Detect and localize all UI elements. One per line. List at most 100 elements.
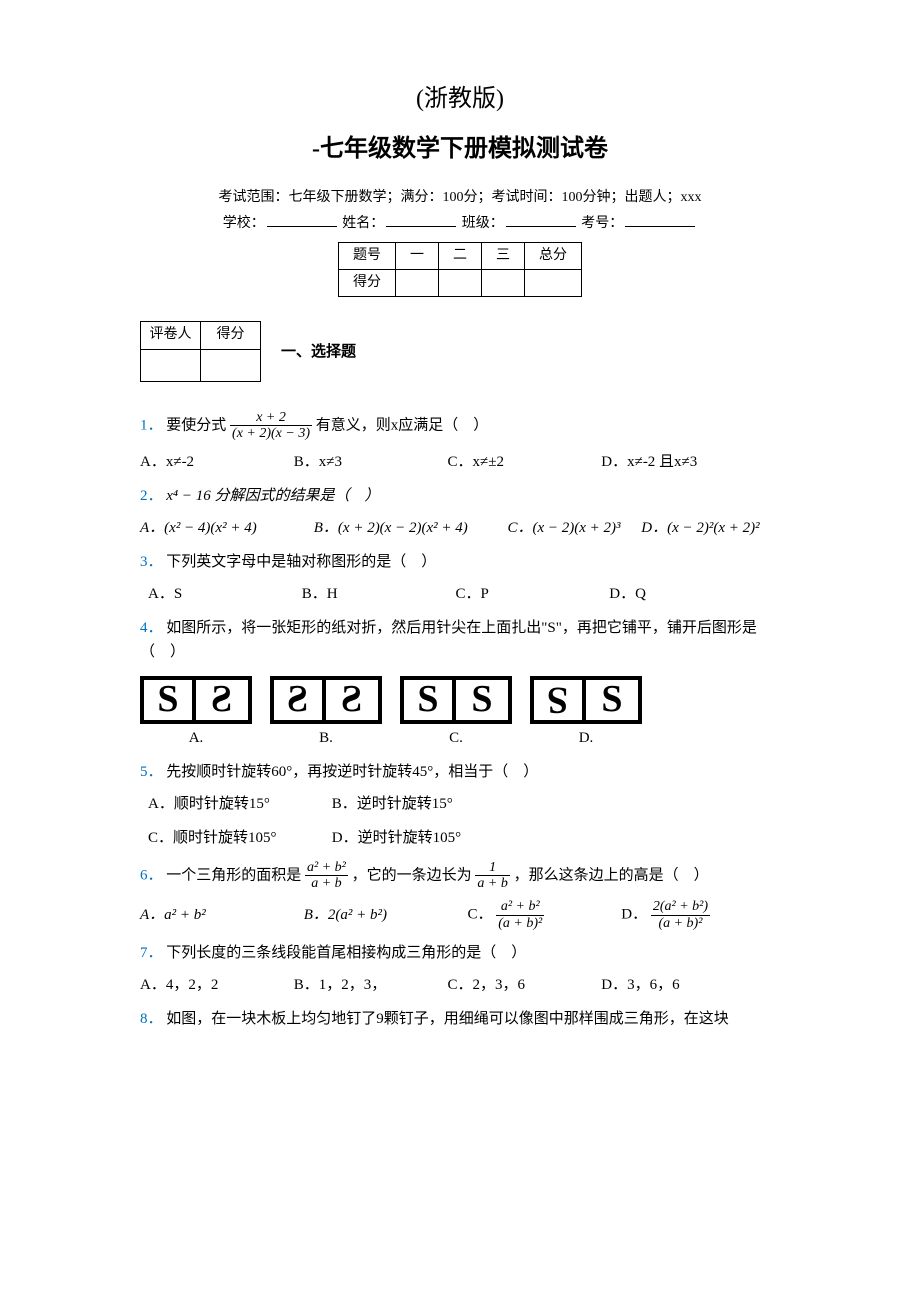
q1-fraction: x + 2 (x + 2)(x − 3): [230, 410, 312, 442]
q4-option-b: S S B.: [270, 676, 382, 750]
q1-opt-a: A．x≠-2: [140, 450, 290, 474]
s-box-d1: S: [530, 676, 586, 724]
q1-opt-c: C．x≠±2: [448, 450, 598, 474]
q6-stem-pre: 一个三角形的面积是: [166, 867, 305, 883]
q3-stem: 下列英文字母中是轴对称图形的是（ ）: [166, 554, 436, 570]
score-head-4: 总分: [525, 242, 582, 269]
q6-f1-den: a + b: [305, 876, 348, 891]
q1-opt-b: B．x≠3: [294, 450, 444, 474]
q8: 8． 如图，在一块木板上均匀地钉了9颗钉子，用细绳可以像图中那样围成三角形，在这…: [140, 1007, 780, 1031]
q5-opt-d: D．逆时针旋转105°: [332, 826, 482, 850]
q3-opt-a: A．S: [148, 582, 298, 606]
q3: 3． 下列英文字母中是轴对称图形的是（ ）: [140, 550, 780, 574]
q3-opt-b: B．H: [302, 582, 452, 606]
q4-label-c: C.: [449, 726, 463, 750]
q4-images: S S A. S S B. S S C. S S D.: [140, 676, 780, 750]
q4-num: 4．: [140, 620, 163, 636]
q1-stem-post: 有意义，则x应满足（ ）: [316, 417, 489, 433]
q6-opts: A．a² + b² B．2(a² + b²) C． a² + b² (a + b…: [140, 899, 780, 931]
school-blank: [267, 213, 337, 227]
score-cell-3: [482, 269, 525, 296]
q5-opts-row1: A．顺时针旋转15° B．逆时针旋转15°: [140, 792, 780, 816]
score-head-1: 一: [396, 242, 439, 269]
q7-opt-a: A．4，2，2: [140, 973, 290, 997]
q8-num: 8．: [140, 1011, 163, 1027]
class-label: 班级：: [462, 216, 504, 231]
q6-stem-mid: ，它的一条边长为: [352, 867, 476, 883]
q3-opt-c: C．P: [456, 582, 606, 606]
q4-option-a: S S A.: [140, 676, 252, 750]
q6-f2-den: a + b: [475, 876, 509, 891]
q6-opt-a: A．a² + b²: [140, 903, 300, 927]
q2-stem: x⁴ − 16 分解因式的结果是（ ）: [166, 488, 379, 504]
q6-d-pre: D．: [621, 907, 647, 923]
q2-opt-c: C．(x − 2)(x + 2)³: [508, 516, 638, 540]
score-head-0: 题号: [339, 242, 396, 269]
grader-table: 评卷人 得分: [140, 321, 261, 381]
q1-frac-num: x + 2: [230, 410, 312, 426]
s-box-b1: S: [270, 676, 326, 724]
q7-num: 7．: [140, 945, 163, 961]
q2-opt-b: B．(x + 2)(x − 2)(x² + 4): [314, 516, 504, 540]
student-fields: 学校： 姓名： 班级： 考号：: [140, 213, 780, 235]
class-blank: [506, 213, 576, 227]
q7-opt-b: B．1，2，3，: [294, 973, 444, 997]
examno-blank: [625, 213, 695, 227]
score-row2-label: 得分: [339, 269, 396, 296]
q4-stem: 如图所示，将一张矩形的纸对折，然后用针尖在上面扎出"S"，再把它铺平，铺开后图形…: [140, 620, 757, 660]
q1-num: 1．: [140, 417, 163, 433]
q4-option-d: S S D.: [530, 676, 642, 750]
q2-num: 2．: [140, 488, 163, 504]
q6-num: 6．: [140, 867, 163, 883]
grader-c1: 评卷人: [141, 322, 201, 349]
q8-stem: 如图，在一块木板上均匀地钉了9颗钉子，用细绳可以像图中那样围成三角形，在这块: [166, 1011, 729, 1027]
q6-c-den: (a + b)²: [496, 916, 544, 931]
q6-opt-c: C． a² + b² (a + b)²: [468, 899, 618, 931]
q6-c-frac: a² + b² (a + b)²: [496, 899, 544, 931]
q5-num: 5．: [140, 764, 163, 780]
q6-frac2: 1 a + b: [475, 860, 509, 892]
q4-label-a: A.: [189, 726, 204, 750]
score-head-3: 三: [482, 242, 525, 269]
score-head-2: 二: [439, 242, 482, 269]
q1: 1． 要使分式 x + 2 (x + 2)(x − 3) 有意义，则x应满足（ …: [140, 410, 780, 442]
q7: 7． 下列长度的三条线段能首尾相接构成三角形的是（ ）: [140, 941, 780, 965]
q6-d-num: 2(a² + b²): [651, 899, 710, 915]
s-box-d2: S: [586, 676, 642, 724]
exam-info: 考试范围：七年级下册数学；满分：100分；考试时间：100分钟；出题人；xxx: [140, 187, 780, 209]
q7-opt-c: C．2，3，6: [448, 973, 598, 997]
q2-opt-a: A．(x² − 4)(x² + 4): [140, 516, 310, 540]
q7-opts: A．4，2，2 B．1，2，3， C．2，3，6 D．3，6，6: [140, 973, 780, 997]
q1-frac-den: (x + 2)(x − 3): [230, 426, 312, 441]
q5-stem: 先按顺时针旋转60°，再按逆时针旋转45°，相当于（ ）: [166, 764, 538, 780]
q3-opt-d: D．Q: [609, 582, 759, 606]
s-box-b2: S: [326, 676, 382, 724]
q5-opt-c: C．顺时针旋转105°: [148, 826, 328, 850]
title-line-1: (浙教版): [140, 80, 780, 118]
q4-label-d: D.: [579, 726, 594, 750]
grader-blank-2: [201, 349, 261, 381]
q4: 4． 如图所示，将一张矩形的纸对折，然后用针尖在上面扎出"S"，再把它铺平，铺开…: [140, 616, 780, 664]
score-cell-1: [396, 269, 439, 296]
section-1-title: 一、选择题: [281, 340, 356, 364]
name-label: 姓名：: [342, 216, 384, 231]
q7-opt-d: D．3，6，6: [601, 973, 751, 997]
title-line-2: -七年级数学下册模拟测试卷: [140, 130, 780, 168]
q5: 5． 先按顺时针旋转60°，再按逆时针旋转45°，相当于（ ）: [140, 760, 780, 784]
q5-opt-a: A．顺时针旋转15°: [148, 792, 328, 816]
q6-opt-d: D． 2(a² + b²) (a + b)²: [621, 899, 771, 931]
section-header: 评卷人 得分 一、选择题: [140, 321, 780, 381]
q6-c-pre: C．: [468, 907, 493, 923]
q6-f2-num: 1: [475, 860, 509, 876]
grader-blank-1: [141, 349, 201, 381]
q2-opt-d: D．(x − 2)²(x + 2)²: [641, 516, 771, 540]
q2: 2． x⁴ − 16 分解因式的结果是（ ）: [140, 484, 780, 508]
q7-stem: 下列长度的三条线段能首尾相接构成三角形的是（ ）: [166, 945, 526, 961]
school-label: 学校：: [223, 216, 265, 231]
q1-stem-pre: 要使分式: [166, 417, 230, 433]
q5-opts-row2: C．顺时针旋转105° D．逆时针旋转105°: [140, 826, 780, 850]
s-box-c1: S: [400, 676, 456, 724]
grader-c2: 得分: [201, 322, 261, 349]
score-cell-2: [439, 269, 482, 296]
examno-label: 考号：: [581, 216, 623, 231]
